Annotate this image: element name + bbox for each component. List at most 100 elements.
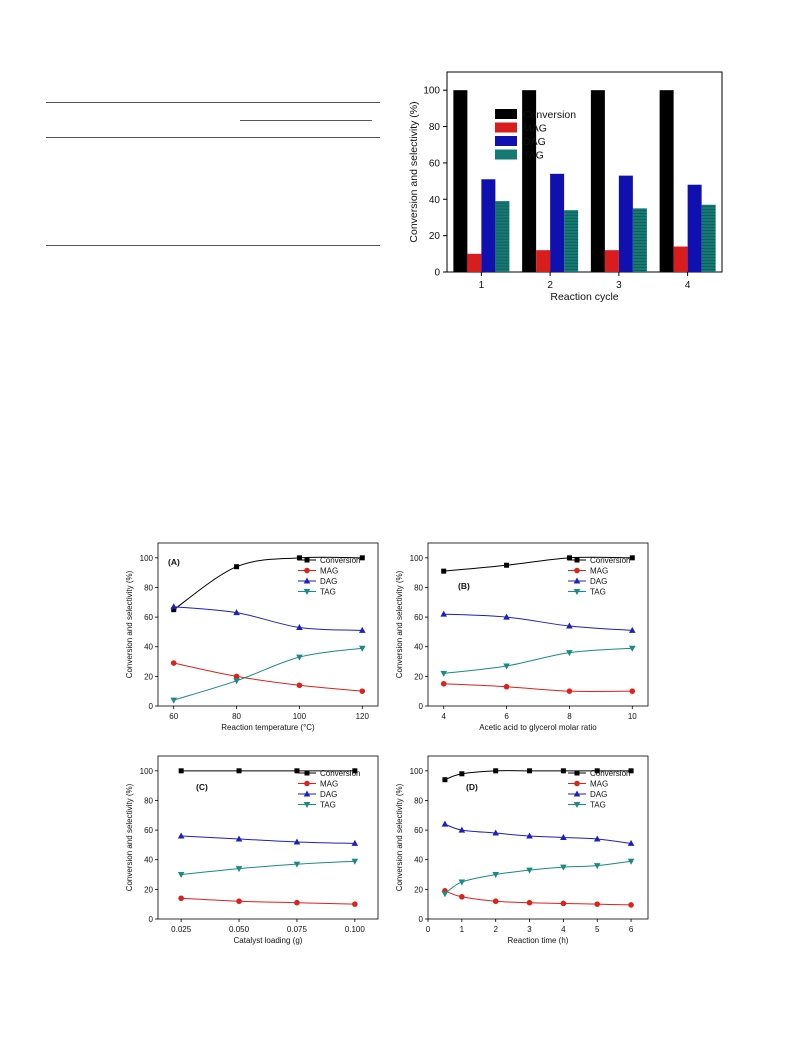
series-line-dag (173, 606, 363, 631)
point-conversion (359, 555, 365, 561)
point-tag (458, 879, 466, 886)
y-tick-label: 0 (149, 702, 154, 711)
point-dag (458, 826, 466, 833)
point-tag (441, 891, 449, 898)
y-tick-label: 20 (414, 672, 423, 681)
table-top-rule (46, 102, 380, 103)
legend-marker-conversion (304, 557, 310, 563)
table-header-bottom-rule (46, 137, 380, 138)
legend-marker-mag (574, 780, 580, 787)
y-tick-label: 0 (419, 702, 424, 711)
legend-label-mag: MAG (320, 567, 338, 576)
point-mag (170, 660, 177, 666)
point-dag (351, 839, 359, 846)
y-tick-label: 100 (410, 767, 424, 776)
y-tick-label: 40 (414, 643, 423, 652)
panel-c-catalyst-loading-chart: 0 20 40 60 80 100 0.025 0.050 0.075 0.100 Catalyst… (125, 755, 379, 945)
legend-marker-dag (573, 790, 581, 797)
x-tick-label: 5 (595, 925, 600, 934)
x-tick-label: 100 (293, 712, 307, 721)
point-dag (492, 829, 499, 836)
point-conversion (236, 768, 242, 774)
legend-label-mag: MAG (590, 567, 608, 576)
point-conversion (594, 768, 600, 774)
x-axis-title: Acetic acid to glycerol molar ratio (479, 723, 597, 732)
point-tag (296, 654, 303, 661)
legend-label-conversion: Conversion (523, 109, 576, 121)
point-mag (236, 898, 242, 905)
x-tick-label: 2 (547, 280, 553, 291)
point-dag (296, 623, 303, 630)
legend-label-tag: TAG (320, 588, 336, 597)
x-tick-label: 120 (356, 712, 370, 721)
x-tick-label: 0.025 (171, 925, 192, 934)
point-dag (628, 626, 636, 633)
point-mag (503, 683, 510, 690)
bar-conversion-cycle-3 (590, 90, 605, 272)
point-dag (560, 834, 567, 840)
series-line-dag (443, 613, 633, 631)
point-dag (293, 838, 301, 845)
point-conversion (352, 768, 358, 774)
point-mag (566, 688, 573, 694)
legend-label-mag: MAG (523, 123, 547, 135)
series-line-tag (443, 647, 633, 674)
point-mag (352, 901, 358, 907)
x-axis-title: Catalyst loading (g) (234, 936, 303, 945)
y-tick-label: 40 (429, 195, 441, 206)
point-tag (170, 697, 178, 704)
series-line-tag (444, 860, 632, 895)
y-tick-label: 60 (144, 826, 153, 835)
x-tick-label: 3 (616, 280, 622, 291)
point-dag (526, 832, 533, 839)
legend-label-mag: MAG (590, 780, 608, 789)
y-axis-title: Conversion and selectivity (%) (125, 783, 134, 891)
series-line-dag (181, 835, 355, 844)
y-tick-label: 100 (410, 554, 424, 563)
legend-label-dag: DAG (320, 577, 337, 586)
legend-label-conversion: Conversion (320, 556, 360, 565)
x-tick-label: 0 (426, 925, 431, 934)
point-conversion (504, 562, 510, 568)
panel-label: (D) (466, 782, 478, 792)
point-mag (459, 893, 465, 900)
point-tag (593, 863, 601, 870)
legend-swatch-tag (495, 149, 517, 160)
series-line-tag (173, 647, 363, 701)
y-tick-label: 40 (144, 643, 153, 652)
legend-marker-tag (573, 802, 581, 808)
y-tick-label: 60 (144, 613, 153, 622)
point-tag (628, 645, 636, 652)
x-tick-label: 0.075 (287, 925, 308, 934)
x-tick-label: 3 (527, 925, 532, 934)
y-tick-label: 100 (140, 554, 154, 563)
x-tick-label: 1 (460, 925, 465, 934)
legend-marker-dag (303, 790, 311, 797)
point-dag (593, 835, 601, 842)
bar-tag-cycle-1 (495, 201, 510, 272)
y-tick-label: 20 (414, 885, 423, 894)
x-tick-label: 0.100 (345, 925, 366, 934)
bar-conversion-cycle-2 (522, 90, 537, 272)
y-tick-label: 0 (419, 915, 424, 924)
x-axis-title: Reaction cycle (550, 291, 618, 303)
bar-dag-cycle-1 (481, 179, 496, 272)
bar-tag-cycle-2 (564, 210, 579, 272)
y-tick-label: 100 (423, 86, 440, 97)
point-mag (526, 899, 533, 906)
point-tag (526, 867, 533, 874)
point-conversion (629, 555, 635, 561)
legend-marker-dag (573, 577, 581, 584)
legend-label-tag: TAG (320, 801, 336, 810)
point-tag (627, 858, 635, 865)
point-dag (441, 820, 449, 827)
series-line-dag (444, 823, 632, 844)
point-mag (440, 680, 447, 687)
series-line-conversion (173, 556, 363, 611)
point-dag (627, 839, 635, 846)
legend-marker-tag (303, 589, 311, 595)
legend-swatch-mag (495, 122, 517, 133)
point-tag (440, 670, 448, 677)
legend-marker-dag (303, 577, 311, 584)
x-tick-label: 8 (567, 712, 572, 721)
